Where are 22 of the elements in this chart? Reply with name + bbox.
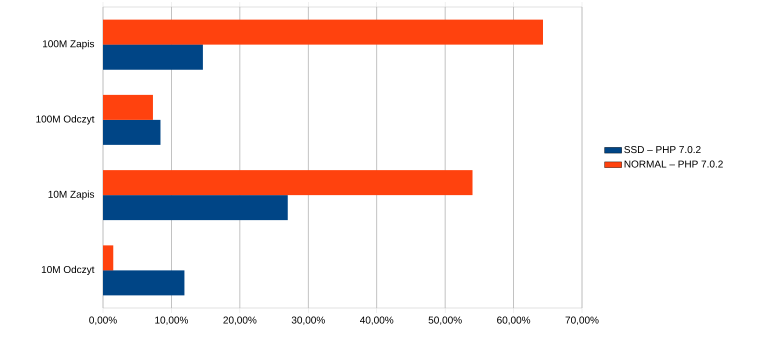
y-tick-label: 10M Zapis bbox=[48, 190, 94, 200]
bar bbox=[103, 44, 203, 70]
bar bbox=[103, 195, 288, 220]
x-tick-label: 50,00% bbox=[428, 316, 462, 325]
bar bbox=[103, 120, 160, 145]
legend-label: SSD – PHP 7.0.2 bbox=[624, 146, 701, 154]
legend-label: NORMAL – PHP 7.0.2 bbox=[624, 160, 723, 168]
bar bbox=[103, 20, 543, 45]
bar bbox=[103, 170, 473, 196]
bar bbox=[103, 94, 153, 120]
bar bbox=[103, 245, 114, 270]
bar bbox=[103, 270, 184, 296]
x-tick-label: 40,00% bbox=[360, 316, 394, 325]
x-tick-label: 0,00% bbox=[89, 316, 117, 325]
x-tick-label: 20,00% bbox=[223, 316, 256, 325]
y-tick-label: 100M Odczyt bbox=[36, 115, 94, 125]
x-tick-label: 70,00% bbox=[566, 316, 599, 325]
x-tick-label: 10,00% bbox=[155, 316, 188, 325]
y-tick-label: 10M Odczyt bbox=[42, 266, 94, 276]
x-tick-label: 60,00% bbox=[497, 316, 530, 325]
x-tick-label: 30,00% bbox=[292, 316, 325, 325]
y-tick-label: 100M Zapis bbox=[42, 40, 94, 50]
